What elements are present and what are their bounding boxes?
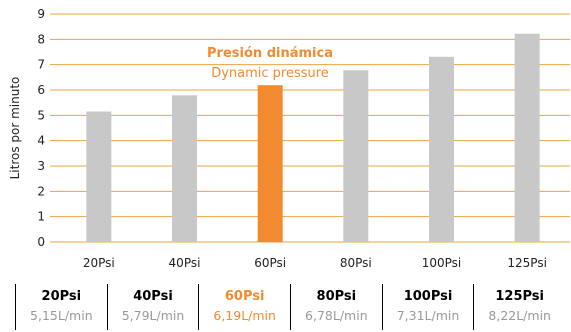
- bar-100psi: [429, 56, 454, 243]
- flow-rate-chart: 0 1 2 3 4 5 6 7 8 9 20Psi 40Psi 60Psi 80Psi 100Psi 125…: [8, 7, 570, 270]
- bar-125psi: [514, 33, 540, 243]
- summary-pressure: 80Psi: [316, 289, 357, 304]
- summary-cell: 80Psi 6,78L/min: [290, 284, 382, 330]
- x-tick-label: 100Psi: [422, 256, 462, 270]
- x-tick-label: 80Psi: [340, 256, 372, 270]
- summary-cell: 20Psi 5,15L/min: [15, 284, 107, 330]
- y-tick-label: 1: [37, 210, 45, 224]
- summary-pressure: 125Psi: [495, 289, 545, 304]
- y-tick-label: 0: [37, 235, 45, 249]
- summary-cell: 100Psi 7,31L/min: [381, 284, 474, 330]
- y-tick-label: 6: [37, 83, 45, 97]
- y-tick-label: 8: [37, 32, 45, 46]
- summary-flow-rate: 7,31L/min: [396, 308, 460, 323]
- summary-flow-rate: 5,79L/min: [121, 308, 185, 323]
- x-tick-label: 40Psi: [169, 256, 201, 270]
- summary-flow-rate: 6,78L/min: [305, 308, 368, 323]
- summary-cell: 60Psi 6,19L/min: [198, 284, 290, 330]
- x-tick-label: 20Psi: [83, 256, 115, 270]
- bar-80psi: [343, 70, 369, 243]
- y-axis-label: Litros por minuto: [8, 77, 22, 180]
- y-tick-label: 3: [37, 159, 45, 173]
- annotation-subtitle: Dynamic pressure: [211, 66, 329, 81]
- summary-pressure: 40Psi: [133, 289, 173, 304]
- summary-cell: 40Psi 5,79L/min: [106, 284, 199, 330]
- y-tick-label: 4: [37, 134, 45, 148]
- annotation-title: Presión dinámica: [207, 46, 333, 61]
- bar-20psi: [86, 111, 112, 243]
- summary-pressure: 20Psi: [41, 289, 82, 304]
- y-tick-label: 5: [37, 108, 45, 122]
- flow-summary-table: 20Psi 5,15L/min 40Psi 5,79L/min 60Psi 6,19L/m…: [15, 284, 565, 330]
- y-tick-label: 7: [37, 58, 45, 72]
- summary-flow-rate: 5,15L/min: [30, 308, 93, 323]
- x-tick-label: 60Psi: [254, 256, 286, 270]
- bar-40psi: [172, 95, 197, 242]
- bar-60psi: [257, 85, 283, 242]
- y-tick-label: 9: [37, 7, 45, 21]
- x-tick-label: 125Psi: [507, 256, 547, 270]
- summary-pressure: 60Psi: [224, 289, 265, 304]
- summary-cell: 125Psi 8,22L/min: [473, 284, 565, 330]
- summary-pressure: 100Psi: [403, 289, 453, 304]
- summary-flow-rate: 6,19L/min: [213, 308, 276, 323]
- y-tick-label: 2: [37, 184, 45, 198]
- summary-flow-rate: 8,22L/min: [488, 308, 551, 323]
